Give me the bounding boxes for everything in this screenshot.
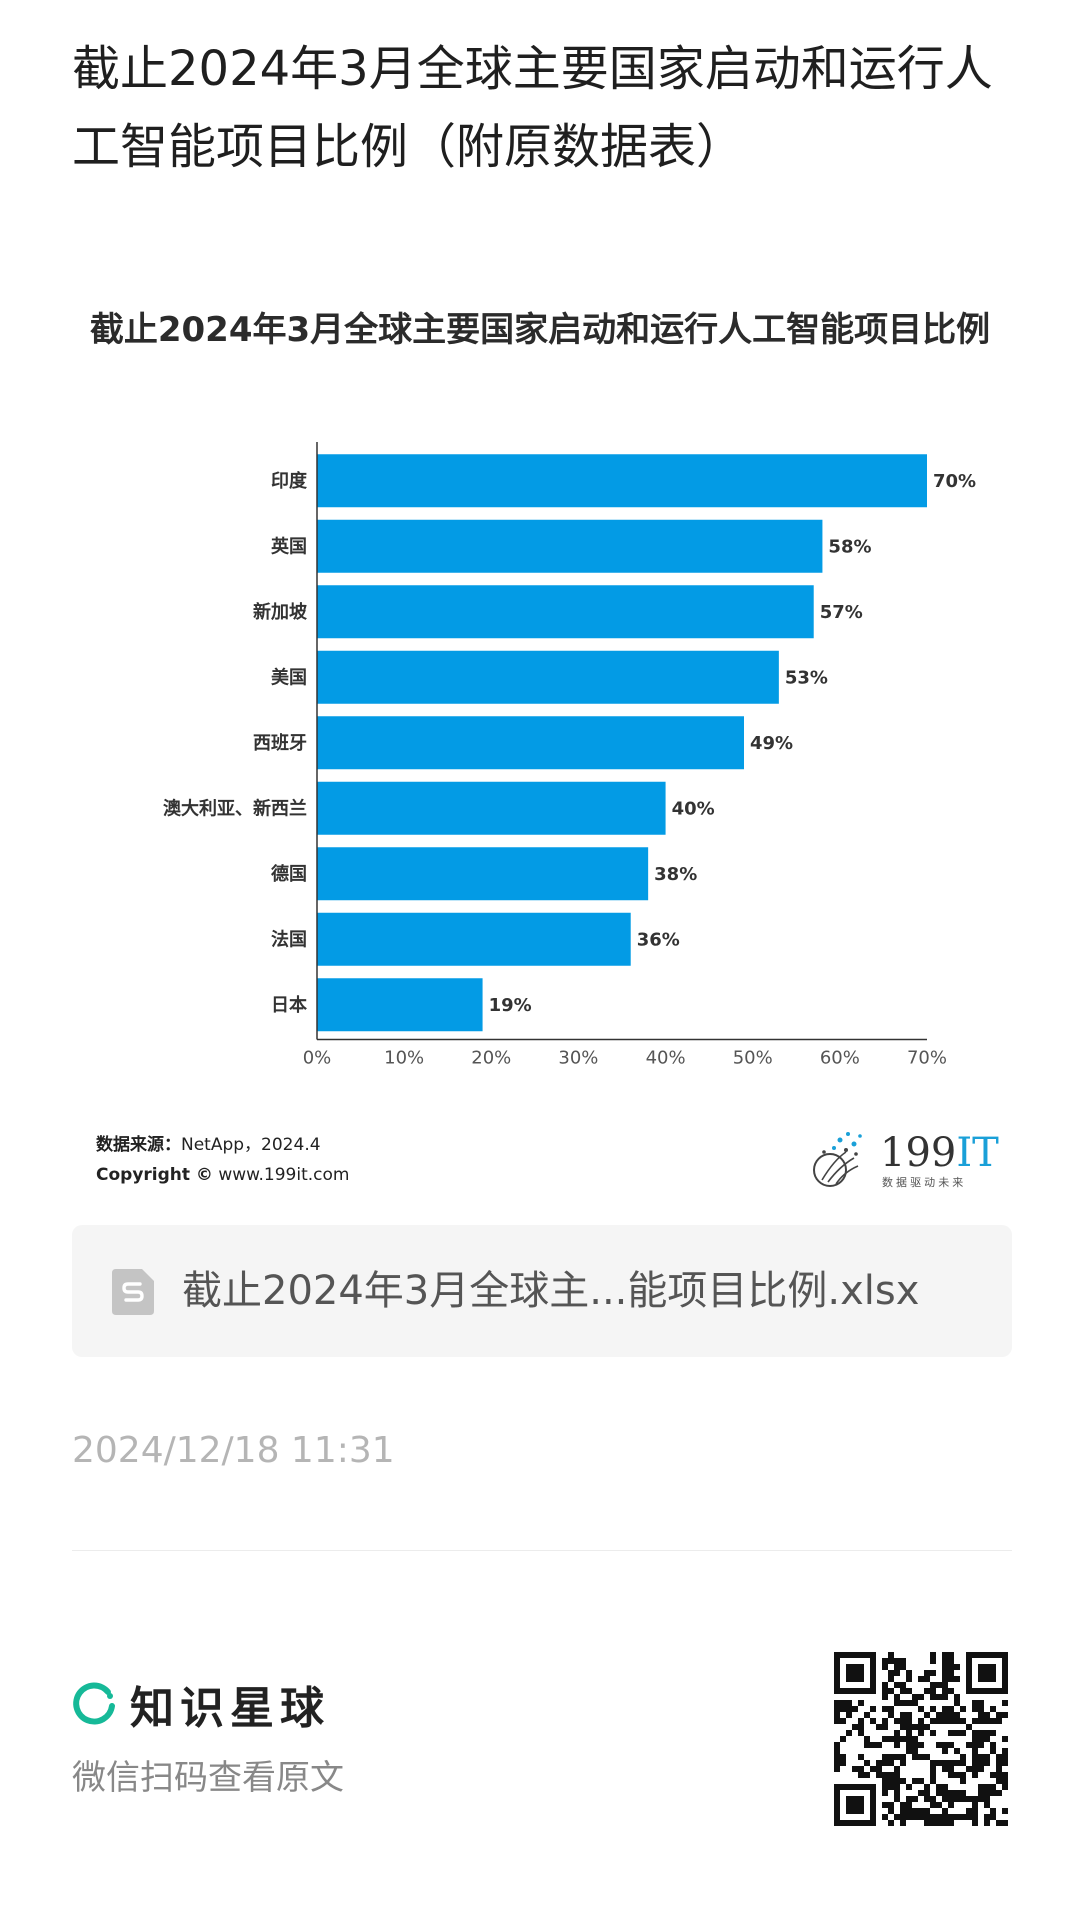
x-tick-label-5: 50% — [733, 1048, 773, 1069]
source-label: 数据来源： — [96, 1135, 181, 1155]
x-tick-label-1: 10% — [384, 1048, 424, 1069]
value-label-7: 36% — [637, 929, 680, 950]
category-label-5: 澳大利亚、新西兰 — [163, 797, 307, 819]
category-label-4: 西班牙 — [253, 733, 307, 754]
attachment-filename[interactable]: 截止2024年3月全球主...能项目比例.xlsx — [182, 1268, 920, 1314]
bar-8 — [317, 978, 483, 1032]
category-label-1: 英国 — [270, 535, 307, 557]
brand-name-accent: IT — [956, 1130, 999, 1176]
category-label-2: 新加坡 — [253, 601, 308, 623]
chart-title: 截止2024年3月全球主要国家启动和运行人工智能项目比例 — [89, 310, 991, 350]
category-label-8: 日本 — [271, 994, 307, 1016]
copyright-url: www.199it.com — [218, 1165, 350, 1185]
planet-ring-icon — [73, 1682, 115, 1725]
platform-name: 知识星球 — [130, 1683, 330, 1734]
value-label-3: 53% — [785, 667, 828, 688]
category-label-0: 印度 — [271, 470, 308, 492]
spreadsheet-file-icon — [112, 1269, 154, 1315]
value-label-8: 19% — [489, 995, 532, 1016]
brand-logo: 199IT 数 据 驱 动 未 来 — [813, 1130, 999, 1189]
x-tick-label-2: 20% — [471, 1048, 511, 1069]
divider — [72, 1550, 1012, 1551]
value-label-0: 70% — [933, 471, 976, 492]
qr-code[interactable] — [832, 1650, 1010, 1828]
category-label-6: 德国 — [271, 863, 307, 885]
dandelion-icon — [813, 1132, 862, 1187]
copyright-label: Copyright © — [96, 1165, 213, 1185]
svg-text:199IT: 199IT — [880, 1130, 999, 1176]
bar-1 — [317, 519, 823, 573]
bar-chart: 印度 70% 英国 58% 新加坡 57% 美国 53% 西班牙 49% 澳大利亚、新西兰 40% 德国… — [163, 442, 976, 1069]
x-tick-label-0: 0% — [303, 1048, 332, 1069]
brand-slogan: 数 据 驱 动 未 来 — [882, 1175, 963, 1189]
bar-4 — [317, 716, 744, 770]
bar-6 — [317, 847, 649, 901]
scan-hint: 微信扫码查看原文 — [72, 1758, 344, 1798]
category-label-3: 美国 — [271, 666, 307, 688]
bar-2 — [317, 585, 814, 639]
source-value: NetApp，2024.4 — [181, 1135, 321, 1155]
x-tick-label-7: 70% — [907, 1048, 947, 1069]
bar-3 — [317, 650, 779, 704]
category-label-7: 法国 — [271, 928, 307, 950]
x-tick-label-4: 40% — [646, 1048, 686, 1069]
x-tick-label-3: 30% — [558, 1048, 598, 1069]
value-label-4: 49% — [750, 733, 793, 754]
data-source: 数据来源：NetApp，2024.4 Copyright © www.199it… — [96, 1130, 349, 1190]
page-title: 截止2024年3月全球主要国家启动和运行人工智能项目比例（附原数据表） — [72, 41, 993, 175]
bar-0 — [317, 454, 927, 508]
attachment-card[interactable]: 截止2024年3月全球主...能项目比例.xlsx — [72, 1225, 1012, 1357]
value-label-5: 40% — [672, 798, 715, 819]
x-tick-label-6: 60% — [820, 1048, 860, 1069]
brand-name-dark: 199 — [880, 1130, 956, 1176]
post-timestamp: 2024/12/18 11:31 — [72, 1430, 395, 1471]
value-label-6: 38% — [654, 864, 697, 885]
value-label-1: 58% — [828, 536, 871, 557]
platform-logo[interactable]: 知识星球 — [72, 1672, 330, 1736]
bar-7 — [317, 912, 631, 966]
bar-5 — [317, 781, 666, 835]
value-label-2: 57% — [820, 602, 863, 623]
